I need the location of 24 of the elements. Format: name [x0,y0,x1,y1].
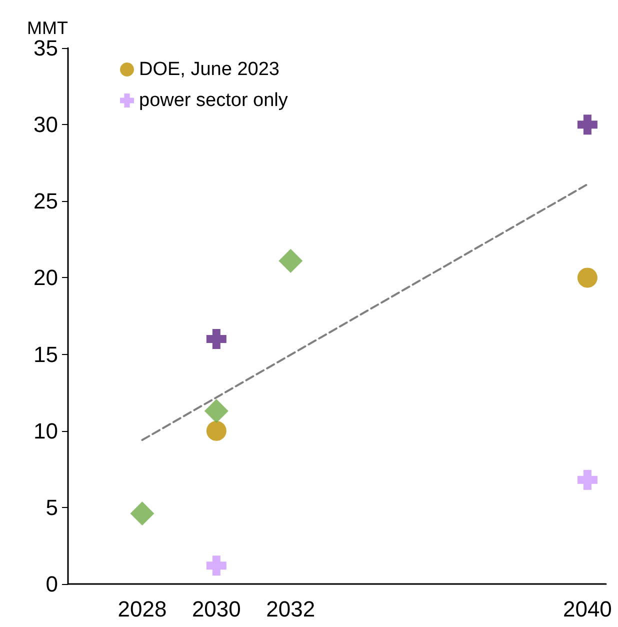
point [204,398,228,423]
y-tick-label: 0 [46,572,58,596]
y-tick-label: 30 [34,112,58,138]
point [130,502,154,526]
y-tick-label: 10 [34,418,58,444]
point [206,556,226,576]
y-tick-label: 5 [46,494,58,520]
x-tick-label: 2030 [192,596,241,622]
x-tick-label: 2040 [562,596,612,622]
point [278,248,303,273]
point [577,470,598,490]
legend-label: DOE, June 2023 [139,59,280,80]
x-tick-label: 2032 [266,596,316,622]
y-tick-label: 35 [34,36,58,60]
x-tick-label: 2028 [118,596,167,622]
point [206,328,226,349]
legend-label: power sector only [139,90,288,111]
point [577,268,598,288]
y-axis-title: MMT [27,18,68,38]
point [577,114,598,135]
point [206,420,226,441]
y-tick-label: 20 [34,265,58,290]
y-tick-label: 15 [34,342,58,367]
y-tick-label: 25 [34,188,58,214]
